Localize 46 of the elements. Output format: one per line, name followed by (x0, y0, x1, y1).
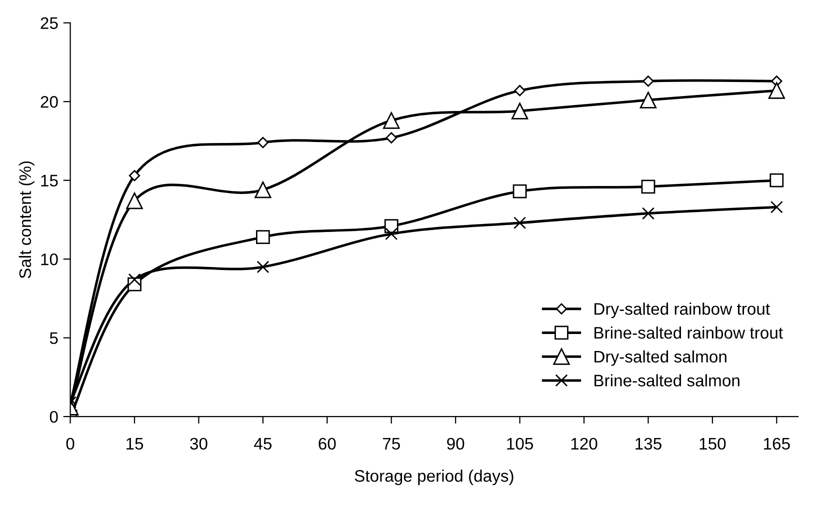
y-axis-title: Salt content (%) (18, 161, 34, 278)
legend-label: Dry-salted salmon (594, 350, 726, 366)
point (385, 228, 398, 240)
point (383, 112, 400, 129)
point (384, 219, 398, 233)
legend-label: Brine-salted rainbow trout (594, 326, 783, 339)
point (256, 260, 270, 274)
x-tick-label: 30 (190, 438, 208, 450)
point (514, 84, 526, 96)
point (126, 192, 143, 210)
point (511, 102, 528, 120)
point (642, 76, 654, 87)
x-tick-label: 90 (447, 438, 464, 450)
point (512, 184, 527, 198)
point (641, 180, 656, 194)
point (768, 82, 785, 99)
x-tick-label: 150 (700, 438, 726, 450)
point (642, 207, 654, 220)
point (770, 200, 783, 214)
x-tick-label: 165 (764, 438, 790, 450)
point (128, 273, 141, 286)
x-tick-label: 15 (126, 438, 144, 450)
y-tick-label: 5 (50, 332, 58, 344)
y-tick-label: 0 (50, 410, 58, 423)
x-tick-label: 60 (318, 438, 336, 450)
point (128, 170, 140, 182)
point (514, 216, 526, 230)
y-tick-label: 25 (40, 17, 58, 30)
y-tick-label: 15 (41, 174, 58, 187)
point (256, 230, 270, 244)
point (257, 136, 269, 148)
x-tick-label: 75 (382, 438, 400, 450)
x-tick-label: 120 (571, 438, 598, 450)
x-tick-label: 105 (507, 438, 533, 450)
point (254, 181, 272, 198)
point (386, 132, 397, 144)
x-tick-label: 0 (66, 438, 74, 450)
x-tick-label: 135 (636, 438, 662, 450)
point (640, 92, 657, 108)
x-axis-title: Storage period (days) (354, 470, 514, 486)
point (770, 173, 784, 188)
y-tick-label: 10 (41, 253, 58, 266)
y-tick-label: 20 (40, 96, 58, 108)
x-tick-label: 45 (254, 438, 272, 450)
legend-label: Brine-salted salmon (594, 374, 740, 386)
legend-label: Dry-salted rainbow trout (594, 302, 770, 318)
